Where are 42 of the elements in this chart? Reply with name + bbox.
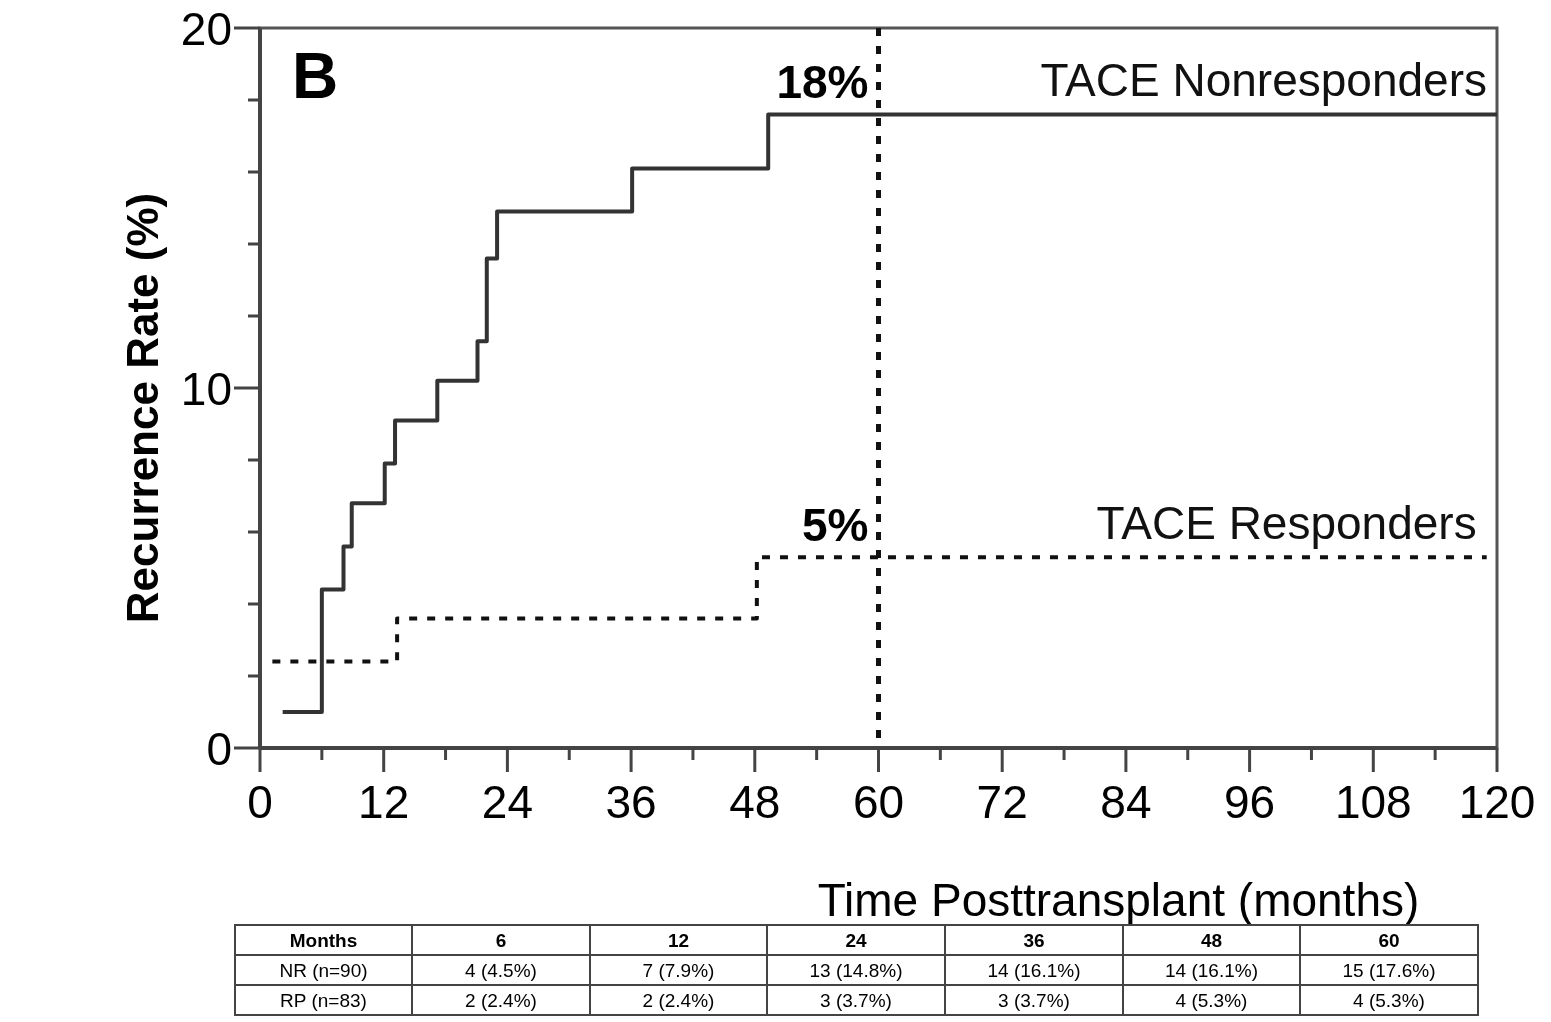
text: NR (n=90) [279, 959, 368, 981]
x-tick-label: 12 [358, 776, 410, 828]
text: 60 [1378, 929, 1400, 951]
text: 12 [667, 929, 690, 951]
x-tick-label: 120 [1458, 776, 1536, 828]
text: 4 (4.5%) [465, 959, 537, 981]
x-tick-label: 84 [1100, 776, 1152, 828]
x-tick-label: 72 [976, 776, 1028, 828]
x-tick-label: 108 [1334, 776, 1412, 828]
y-tick-label: 10 [180, 362, 232, 415]
y-axis-title: Recurrence Rate (%) [118, 192, 167, 624]
text: 2 (2.4%) [465, 989, 537, 1011]
text: RP (n=83) [280, 989, 367, 1011]
x-tick-label: 0 [247, 776, 273, 828]
text: 6 [495, 929, 507, 951]
x-tick-label: 36 [605, 776, 657, 828]
text: Months [289, 929, 358, 951]
x-tick-label: 96 [1224, 776, 1276, 828]
y-tick-label: 20 [180, 2, 232, 55]
x-tick-label: 60 [852, 776, 905, 828]
text: 48 [1200, 929, 1223, 951]
text: 15 (17.6%) [1342, 959, 1436, 981]
text: 3 (3.7%) [998, 989, 1070, 1011]
series-label: TACE Responders [1096, 497, 1477, 550]
text: 4 (5.3%) [1175, 989, 1248, 1011]
text: 13 (14.8%) [809, 959, 903, 981]
text: 3 (3.7%) [820, 989, 892, 1011]
series-label: TACE Nonresponders [1040, 54, 1487, 107]
text: 14 (16.1%) [987, 959, 1081, 981]
y-tick-label: 0 [206, 722, 232, 775]
annotation: 5% [802, 499, 869, 552]
x-tick-label: 48 [729, 776, 781, 828]
text: 24 [845, 929, 867, 951]
text: 2 (2.4%) [642, 989, 715, 1011]
text: 14 (16.1%) [1165, 959, 1258, 981]
annotation: B [292, 40, 339, 112]
x-tick-label: 24 [481, 776, 533, 828]
x-axis-title: Time Posttransplant (months) [817, 874, 1420, 926]
text: 36 [1023, 929, 1045, 951]
text: 7 (7.9%) [642, 959, 715, 981]
text: 4 (5.3%) [1353, 989, 1425, 1011]
annotation: 18% [776, 56, 869, 109]
